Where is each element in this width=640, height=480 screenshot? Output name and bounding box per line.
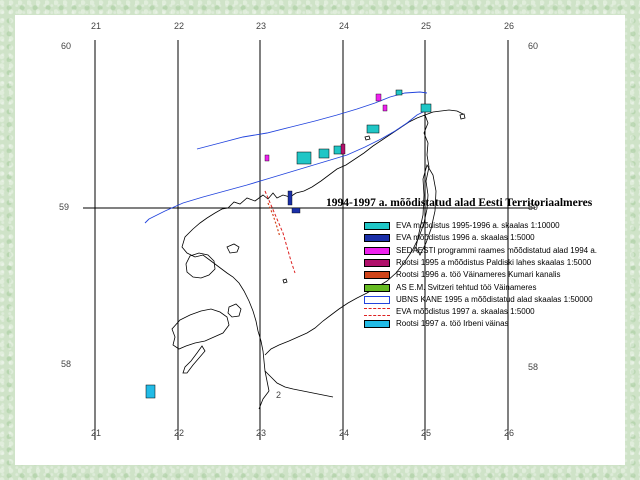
lon-label-top-25: 25 — [421, 21, 432, 31]
eva-1995-1996-area — [395, 89, 403, 96]
map-panel: 2 21 22 23 24 25 26 21 22 23 24 25 26 60… — [15, 15, 625, 465]
lat-label-left-58: 58 — [61, 359, 72, 369]
lon-label-bottom-26: 26 — [504, 428, 515, 438]
lat-label-right-59: 59 — [528, 202, 539, 212]
legend-swatch — [364, 258, 390, 267]
survey-areas — [144, 89, 432, 399]
lat-label-left-60: 60 — [61, 41, 72, 51]
eva-1997-route — [264, 190, 296, 274]
lon-label-top-26: 26 — [504, 21, 515, 31]
saaremaa-island — [171, 308, 230, 374]
legend-swatch — [364, 271, 390, 280]
sedaesti-1994-area — [264, 154, 270, 162]
legend-label: Rootsi 1996 a. töö Väinameres Kumari kan… — [396, 270, 561, 280]
lon-label-bottom-23: 23 — [256, 428, 267, 438]
lon-label-bottom-22: 22 — [174, 428, 185, 438]
lat-label-left-59: 59 — [59, 202, 70, 212]
map-canvas: 2 — [83, 40, 535, 440]
small-islets — [282, 113, 466, 284]
legend-swatch — [364, 283, 390, 292]
legend-label: AS E.M. Svitzeri tehtud töö Väinameres — [396, 282, 537, 292]
lon-label-bottom-25: 25 — [421, 428, 432, 438]
legend-swatch — [364, 308, 390, 317]
legend-label: UBNS KANE 1995 a mõõdistatud alad skaala… — [396, 294, 593, 304]
legend-swatch — [364, 295, 390, 304]
kane-1995-outline — [144, 91, 428, 224]
legend-label: EVA mõõdistus 1997 a. skaalas 1:5000 — [396, 307, 535, 317]
map-title: 1994-1997 a. mõõdistatud alad Eesti Terr… — [326, 197, 593, 209]
eva-1995-1996-area — [420, 103, 432, 113]
sedaesti-1994-area — [382, 104, 388, 112]
lake-peipsi — [415, 164, 437, 256]
irbe-1997-area — [145, 384, 156, 399]
legend-label: Rootsi 1995 a mõõdistus Paldiski lahes s… — [396, 257, 592, 267]
lon-label-top-22: 22 — [174, 21, 185, 31]
lon-label-bottom-24: 24 — [339, 428, 350, 438]
mainland-coast — [181, 109, 464, 392]
hiiumaa-island — [185, 252, 216, 279]
latvia-coast — [258, 370, 334, 410]
map-annotation: 2 — [276, 390, 281, 400]
lon-label-top-21: 21 — [91, 21, 102, 31]
legend-label: EVA mõõdistus 1995-1996 a. skaalas 1:100… — [396, 221, 560, 230]
sedaesti-1994-area — [375, 93, 382, 102]
legend-swatch — [364, 222, 390, 230]
legend-swatch — [364, 320, 390, 329]
legend-label: Rootsi 1997 a. töö Irbeni väinas — [396, 319, 509, 329]
legend-swatch — [364, 246, 390, 255]
lon-label-top-24: 24 — [339, 21, 350, 31]
lat-label-right-60: 60 — [528, 41, 539, 51]
eva-1995-1996-area — [366, 124, 380, 134]
legend-label: SEDAESTI programmi raames mõõdistatud al… — [396, 245, 597, 255]
legend-label: EVA mõõdistus 1996 a. skaalas 1:5000 — [396, 233, 535, 243]
legend-swatch — [364, 234, 390, 243]
vormsi-island — [226, 243, 240, 254]
eva-1996-area — [287, 190, 293, 206]
eva-1995-1996-area — [296, 151, 312, 165]
lat-label-right-58: 58 — [528, 362, 539, 372]
eva-1995-1996-area — [333, 145, 343, 155]
coastline — [171, 109, 466, 410]
paldiski-1995-area — [340, 143, 346, 155]
eva-1995-1996-area — [318, 148, 330, 159]
lon-label-top-23: 23 — [256, 21, 267, 31]
muhu-island — [227, 303, 242, 318]
lon-label-bottom-21: 21 — [91, 428, 102, 438]
eva-1996-area — [291, 207, 301, 214]
